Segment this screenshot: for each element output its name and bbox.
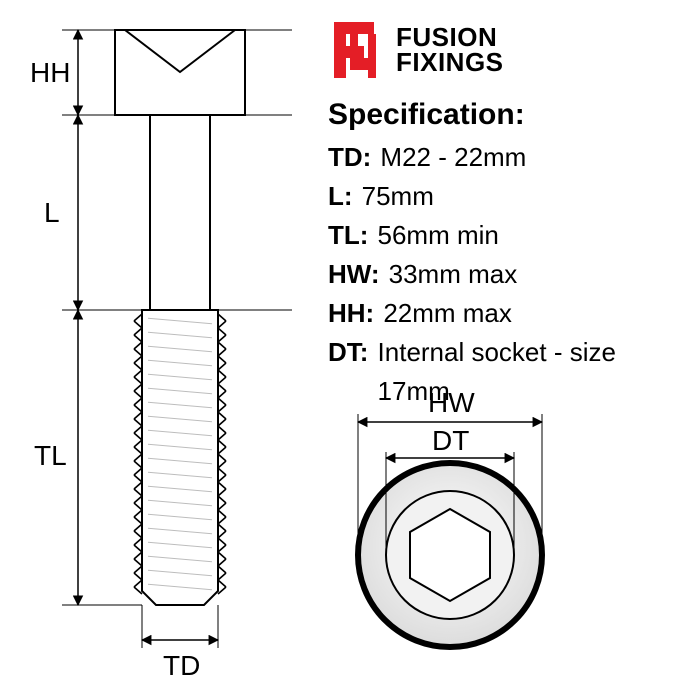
- dim-hh: HH: [30, 30, 78, 115]
- dim-l: L: [44, 115, 78, 310]
- bolt-side-view: [115, 30, 245, 605]
- svg-text:L: L: [44, 197, 60, 228]
- technical-drawing: HH L TL TD HW: [0, 0, 700, 700]
- dim-tl: TL: [34, 310, 78, 605]
- svg-text:DT: DT: [432, 425, 469, 456]
- svg-text:TD: TD: [163, 650, 200, 681]
- dim-td: TD: [142, 605, 218, 681]
- svg-text:HH: HH: [30, 57, 70, 88]
- svg-text:TL: TL: [34, 440, 67, 471]
- svg-text:HW: HW: [428, 387, 475, 418]
